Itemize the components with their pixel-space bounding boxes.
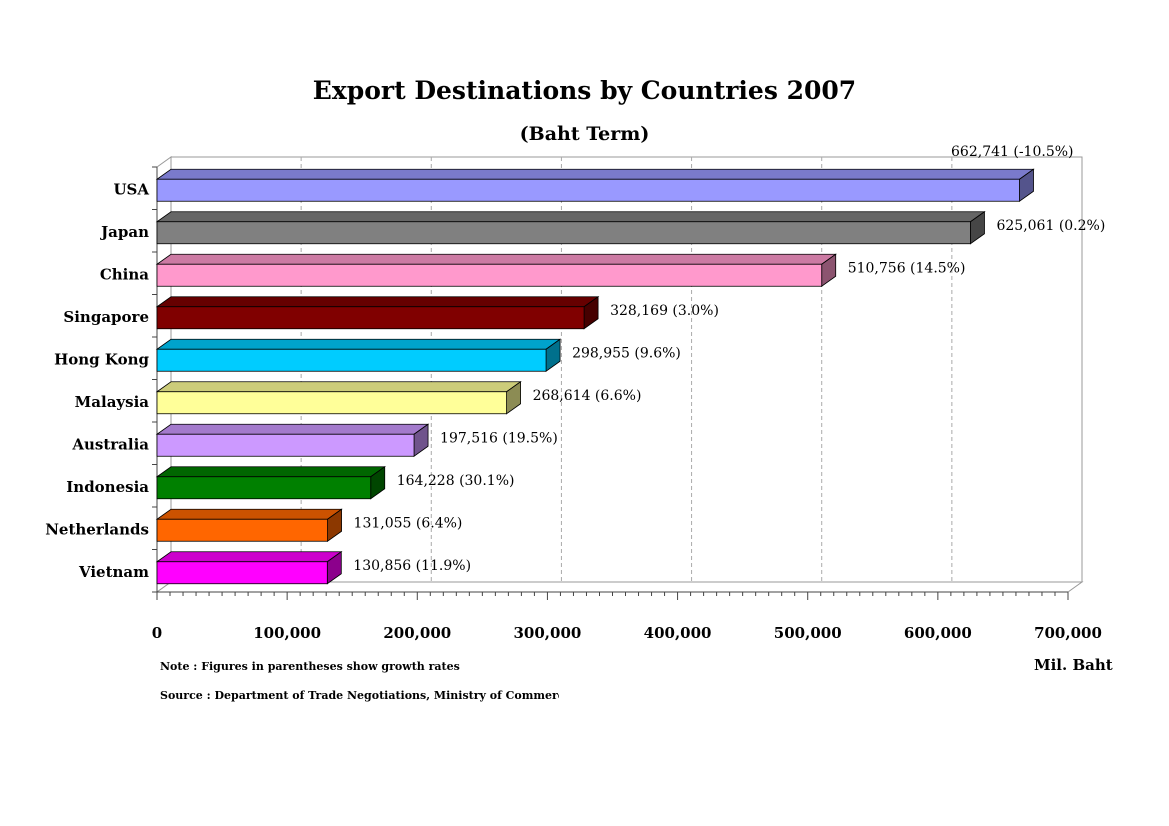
category-label: USA <box>113 180 149 198</box>
category-label: Singapore <box>63 308 149 326</box>
x-tick-label: 600,000 <box>904 624 972 642</box>
bar <box>156 391 507 415</box>
bar <box>156 221 971 245</box>
category-label: China <box>100 265 149 283</box>
bar-top-face <box>155 423 430 435</box>
data-label: 130,856 (11.9%) <box>353 558 471 574</box>
data-label: 662,741 (-10.5%) <box>951 144 1073 160</box>
data-label: 625,061 (0.2%) <box>996 218 1105 234</box>
data-label: 197,516 (19.5%) <box>440 430 558 446</box>
bar-top-face <box>155 253 837 265</box>
category-label: Netherlands <box>45 520 149 538</box>
category-label: Hong Kong <box>54 350 149 368</box>
category-label: Indonesia <box>66 478 149 496</box>
x-tick-label: 700,000 <box>1034 624 1102 642</box>
chart-subtitle: (Baht Term) <box>519 123 650 145</box>
bar <box>156 178 1020 202</box>
bar <box>156 306 585 330</box>
bar <box>156 263 823 287</box>
note-text: Note : Figures in parentheses show growt… <box>160 660 460 673</box>
data-label: 268,614 (6.6%) <box>533 388 642 404</box>
data-labels: 662,741 (-10.5%) 625,061 (0.2%) 510,756 (1… <box>353 144 1105 574</box>
bar-top-face <box>155 551 343 563</box>
category-label: Australia <box>71 435 149 453</box>
x-axis-unit-label: Mil. Baht <box>1034 656 1113 674</box>
category-label: Japan <box>99 223 149 241</box>
x-tick-label: 200,000 <box>383 624 451 642</box>
bar-top-face <box>155 168 1035 180</box>
bar-top-face <box>155 466 386 478</box>
x-tick-label: 500,000 <box>774 624 842 642</box>
x-axis-ticks: 0 100,000 200,000 300,000 400,000 500,000 600,… <box>152 166 1102 642</box>
data-label: 510,756 (14.5%) <box>848 260 966 276</box>
data-label: 298,955 (9.6%) <box>572 345 681 361</box>
bar-series <box>155 168 1035 585</box>
bar <box>156 348 547 372</box>
data-label: 131,055 (6.4%) <box>354 515 463 531</box>
bar <box>156 476 372 500</box>
bar-top-face <box>155 381 522 393</box>
bar <box>156 433 415 457</box>
x-tick-label: 0 <box>152 624 162 642</box>
data-label: 164,228 (30.1%) <box>397 473 515 489</box>
data-label: 328,169 (3.0%) <box>610 303 719 319</box>
chart-title: Export Destinations by Countries 2007 <box>312 76 857 105</box>
source-text: Source : Department of Trade Negotiation… <box>160 689 559 702</box>
bar <box>156 561 328 585</box>
bar-top-face <box>155 211 986 223</box>
x-tick-label: 300,000 <box>513 624 581 642</box>
bar-top-face <box>155 296 600 308</box>
bar-top-face <box>155 508 343 520</box>
category-label: Vietnam <box>78 563 149 581</box>
category-label: Malaysia <box>75 393 150 411</box>
bar <box>156 518 328 542</box>
bar-top-face <box>155 338 562 350</box>
x-tick-label: 400,000 <box>644 624 712 642</box>
x-tick-label: 100,000 <box>253 624 321 642</box>
category-labels: USA Japan China Singapore Hong Kong Malaysia A… <box>45 180 149 581</box>
